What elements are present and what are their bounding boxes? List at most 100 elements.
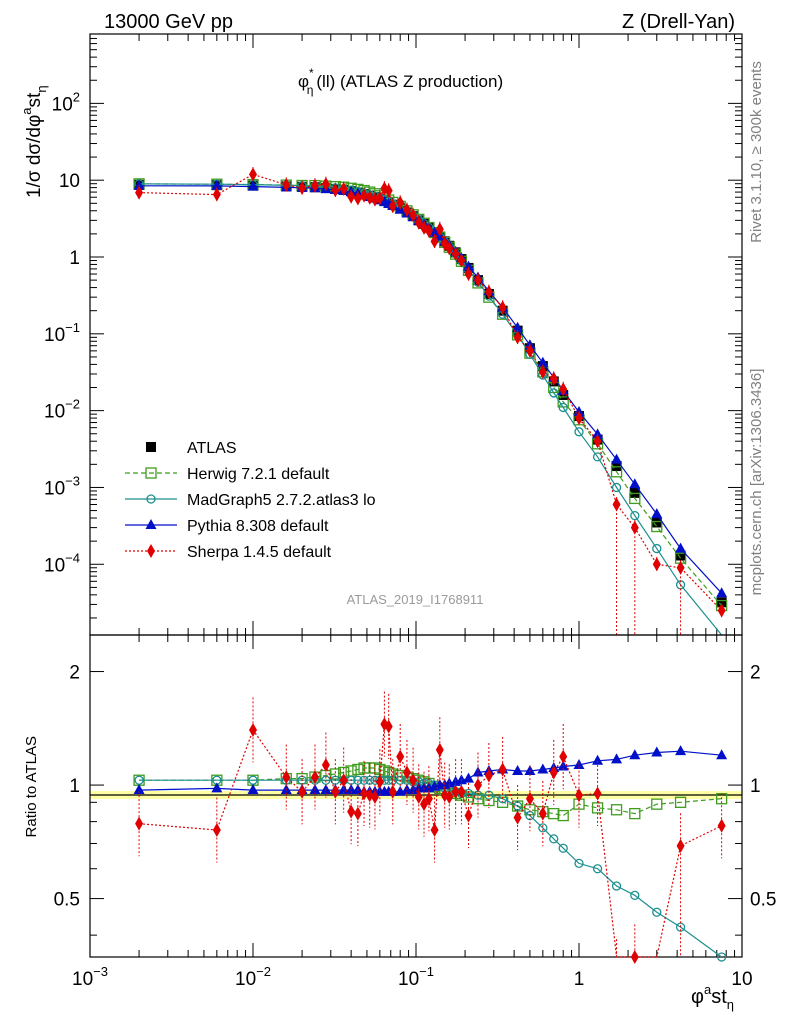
x-tick-label: 10−3 [72, 964, 108, 990]
point-sherpa [525, 343, 534, 358]
point-madgraph [716, 952, 727, 962]
point-sherpa [538, 364, 547, 379]
y-tick-label: 10−4 [44, 550, 80, 576]
point-pythia [716, 749, 728, 760]
point-pythia [675, 542, 687, 553]
legend-entry-herwig: Herwig 7.2.1 default [125, 466, 330, 483]
point-sherpa [388, 199, 397, 214]
x-tick-label: 1 [574, 969, 585, 990]
y-tick-label: 102 [52, 89, 80, 115]
point-herwig [610, 804, 623, 816]
point-sherpa [525, 791, 534, 806]
point-sherpa [451, 784, 460, 799]
point-sherpa [212, 823, 221, 838]
point-sherpa [375, 191, 384, 206]
series-sherpa [135, 691, 726, 964]
point-madgraph [549, 834, 559, 844]
legend: ATLAS Herwig 7.2.1 default MadGraph5 2.7.2… [125, 440, 376, 561]
point-pythia [211, 179, 223, 190]
y-tick-label: 10−1 [44, 320, 80, 346]
xlabel-sub: η [727, 997, 734, 1012]
point-sherpa [331, 183, 340, 198]
ratio-tick-label-left: 0.5 [54, 890, 80, 911]
point-sherpa [331, 784, 340, 799]
point-sherpa [652, 557, 661, 572]
point-sherpa [559, 749, 568, 764]
point-herwig [674, 796, 687, 808]
ylabel-top-sub: η [34, 85, 49, 92]
point-pythia [512, 321, 524, 332]
series-sherpa [135, 166, 726, 635]
point-pythia [133, 784, 145, 795]
point-sherpa [676, 838, 685, 853]
point-sherpa [365, 788, 374, 803]
point-sherpa [717, 818, 726, 833]
point-sherpa [396, 749, 405, 764]
analysis-label: ATLAS_2019_I1768911 [347, 592, 484, 607]
point-madgraph [592, 864, 603, 874]
title-phi: φ [298, 72, 309, 91]
bottom-panel: 0.5 0.5 1 1 2 2 [54, 634, 776, 964]
point-sherpa [445, 241, 454, 256]
ylabel-top-a: 1/σ dσ/dφ [24, 115, 45, 198]
legend-entry-pythia: Pythia 8.308 default [125, 518, 329, 535]
point-sherpa [473, 273, 482, 288]
point-madgraph [558, 402, 568, 413]
top-series-group [133, 166, 728, 636]
point-madgraph [359, 775, 369, 785]
side-text-top: Rivet 3.1.10, ≥ 300k events [748, 61, 765, 243]
point-madgraph [558, 843, 568, 853]
point-sherpa [430, 234, 439, 249]
y-tick-label: 1 [69, 248, 80, 269]
y-tick-label: 10−2 [44, 397, 80, 423]
legend-label: Pythia 8.308 default [187, 518, 329, 535]
point-madgraph [611, 881, 622, 891]
point-sherpa [298, 181, 307, 196]
ylabel-top-sup: a [19, 107, 34, 115]
point-sherpa [445, 789, 454, 804]
point-data [675, 550, 686, 561]
point-sherpa [298, 784, 307, 799]
point-sherpa [513, 810, 522, 825]
point-sherpa [484, 768, 493, 783]
point-sherpa [135, 816, 144, 831]
point-madgraph [630, 890, 640, 900]
point-pythia [429, 226, 441, 237]
x-tick-label: 10 [731, 969, 752, 990]
point-pythia [247, 180, 259, 191]
point-sherpa [513, 330, 522, 345]
point-sherpa [409, 208, 418, 223]
point-data [716, 597, 727, 608]
point-sherpa [559, 382, 568, 397]
series-line-madgraph [139, 779, 722, 958]
point-sherpa [370, 789, 379, 804]
point-sherpa [321, 177, 330, 192]
point-pythia [592, 754, 604, 765]
legend-marker [146, 494, 156, 504]
point-sherpa [464, 808, 473, 823]
legend-label: Sherpa 1.4.5 default [187, 544, 332, 561]
point-sherpa [676, 560, 685, 575]
point-sherpa [353, 806, 362, 821]
point-madgraph [611, 482, 622, 493]
point-madgraph [630, 510, 640, 521]
point-herwig [352, 763, 364, 776]
point-madgraph [574, 858, 584, 869]
legend-marker [147, 544, 155, 558]
point-sherpa [347, 189, 356, 204]
point-sherpa [435, 222, 444, 237]
x-tick-labels: 10−3 10−2 10−1 1 10 [72, 964, 753, 990]
point-madgraph [463, 788, 474, 799]
point-sherpa [321, 758, 330, 773]
point-pythia [512, 764, 524, 775]
xlabel-b: st [711, 986, 727, 1008]
point-sherpa [464, 267, 473, 282]
legend-label: Herwig 7.2.1 default [187, 466, 330, 483]
point-herwig [610, 466, 623, 478]
point-sherpa [212, 187, 221, 202]
ratio-tick-label-left: 2 [69, 663, 80, 684]
y-tick-label: 10 [59, 171, 80, 192]
xlabel-sup: a [704, 982, 712, 997]
point-sherpa [538, 806, 547, 821]
